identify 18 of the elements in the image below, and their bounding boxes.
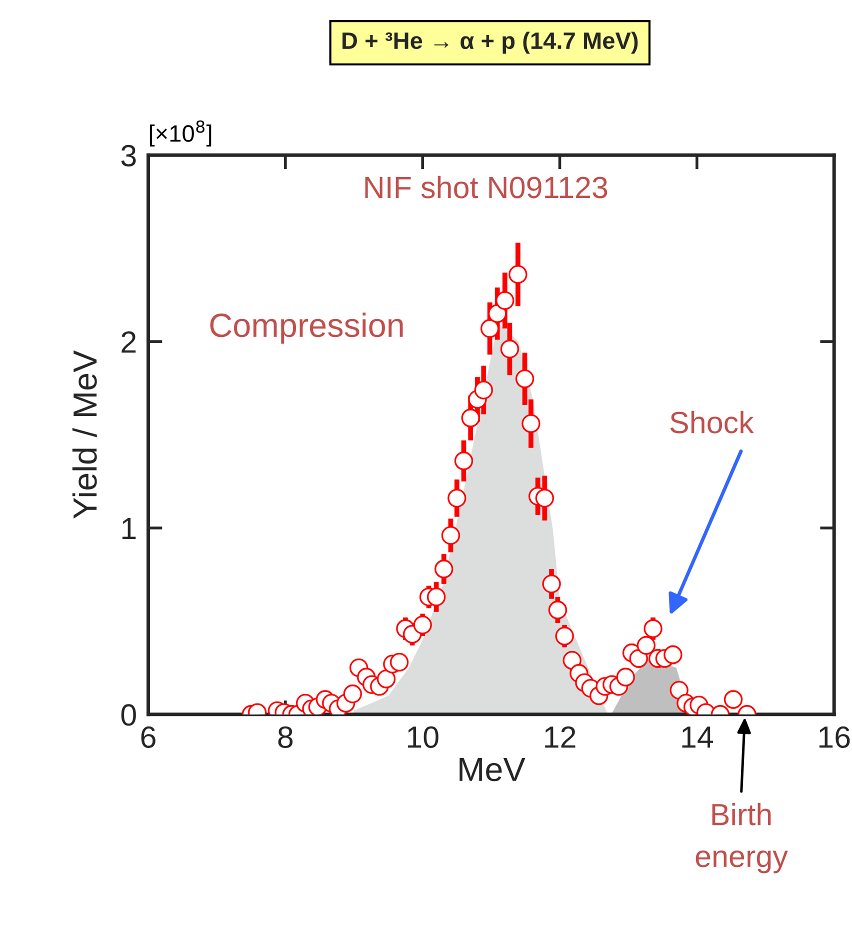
- chart-title: D + ³He → α + p (14.7 MeV): [342, 32, 638, 54]
- y-tick-label: 2: [122, 331, 136, 353]
- y-tick-label: 1: [122, 518, 136, 540]
- x-tick-label: 10: [408, 726, 438, 748]
- annotation: Shock: [670, 410, 754, 434]
- x-axis-title: MeV: [460, 758, 526, 782]
- x-tick-label: 16: [819, 726, 850, 748]
- y-tick-label: 0: [121, 704, 136, 726]
- annotation: Compression: [210, 312, 403, 344]
- x-tick-label: 8: [278, 726, 293, 748]
- annotation: NIF shot N091123: [365, 176, 608, 198]
- x-tick-label: 12: [545, 726, 576, 748]
- annotation: Birth energy: [696, 803, 788, 874]
- y-axis-title: Yield / MeV: [72, 350, 97, 519]
- text: [×10$^{8}$]: [150, 120, 212, 147]
- y-tick-label: 3: [121, 144, 136, 167]
- x-tick-label: 6: [141, 726, 156, 748]
- x-tick-label: 14: [682, 726, 714, 748]
